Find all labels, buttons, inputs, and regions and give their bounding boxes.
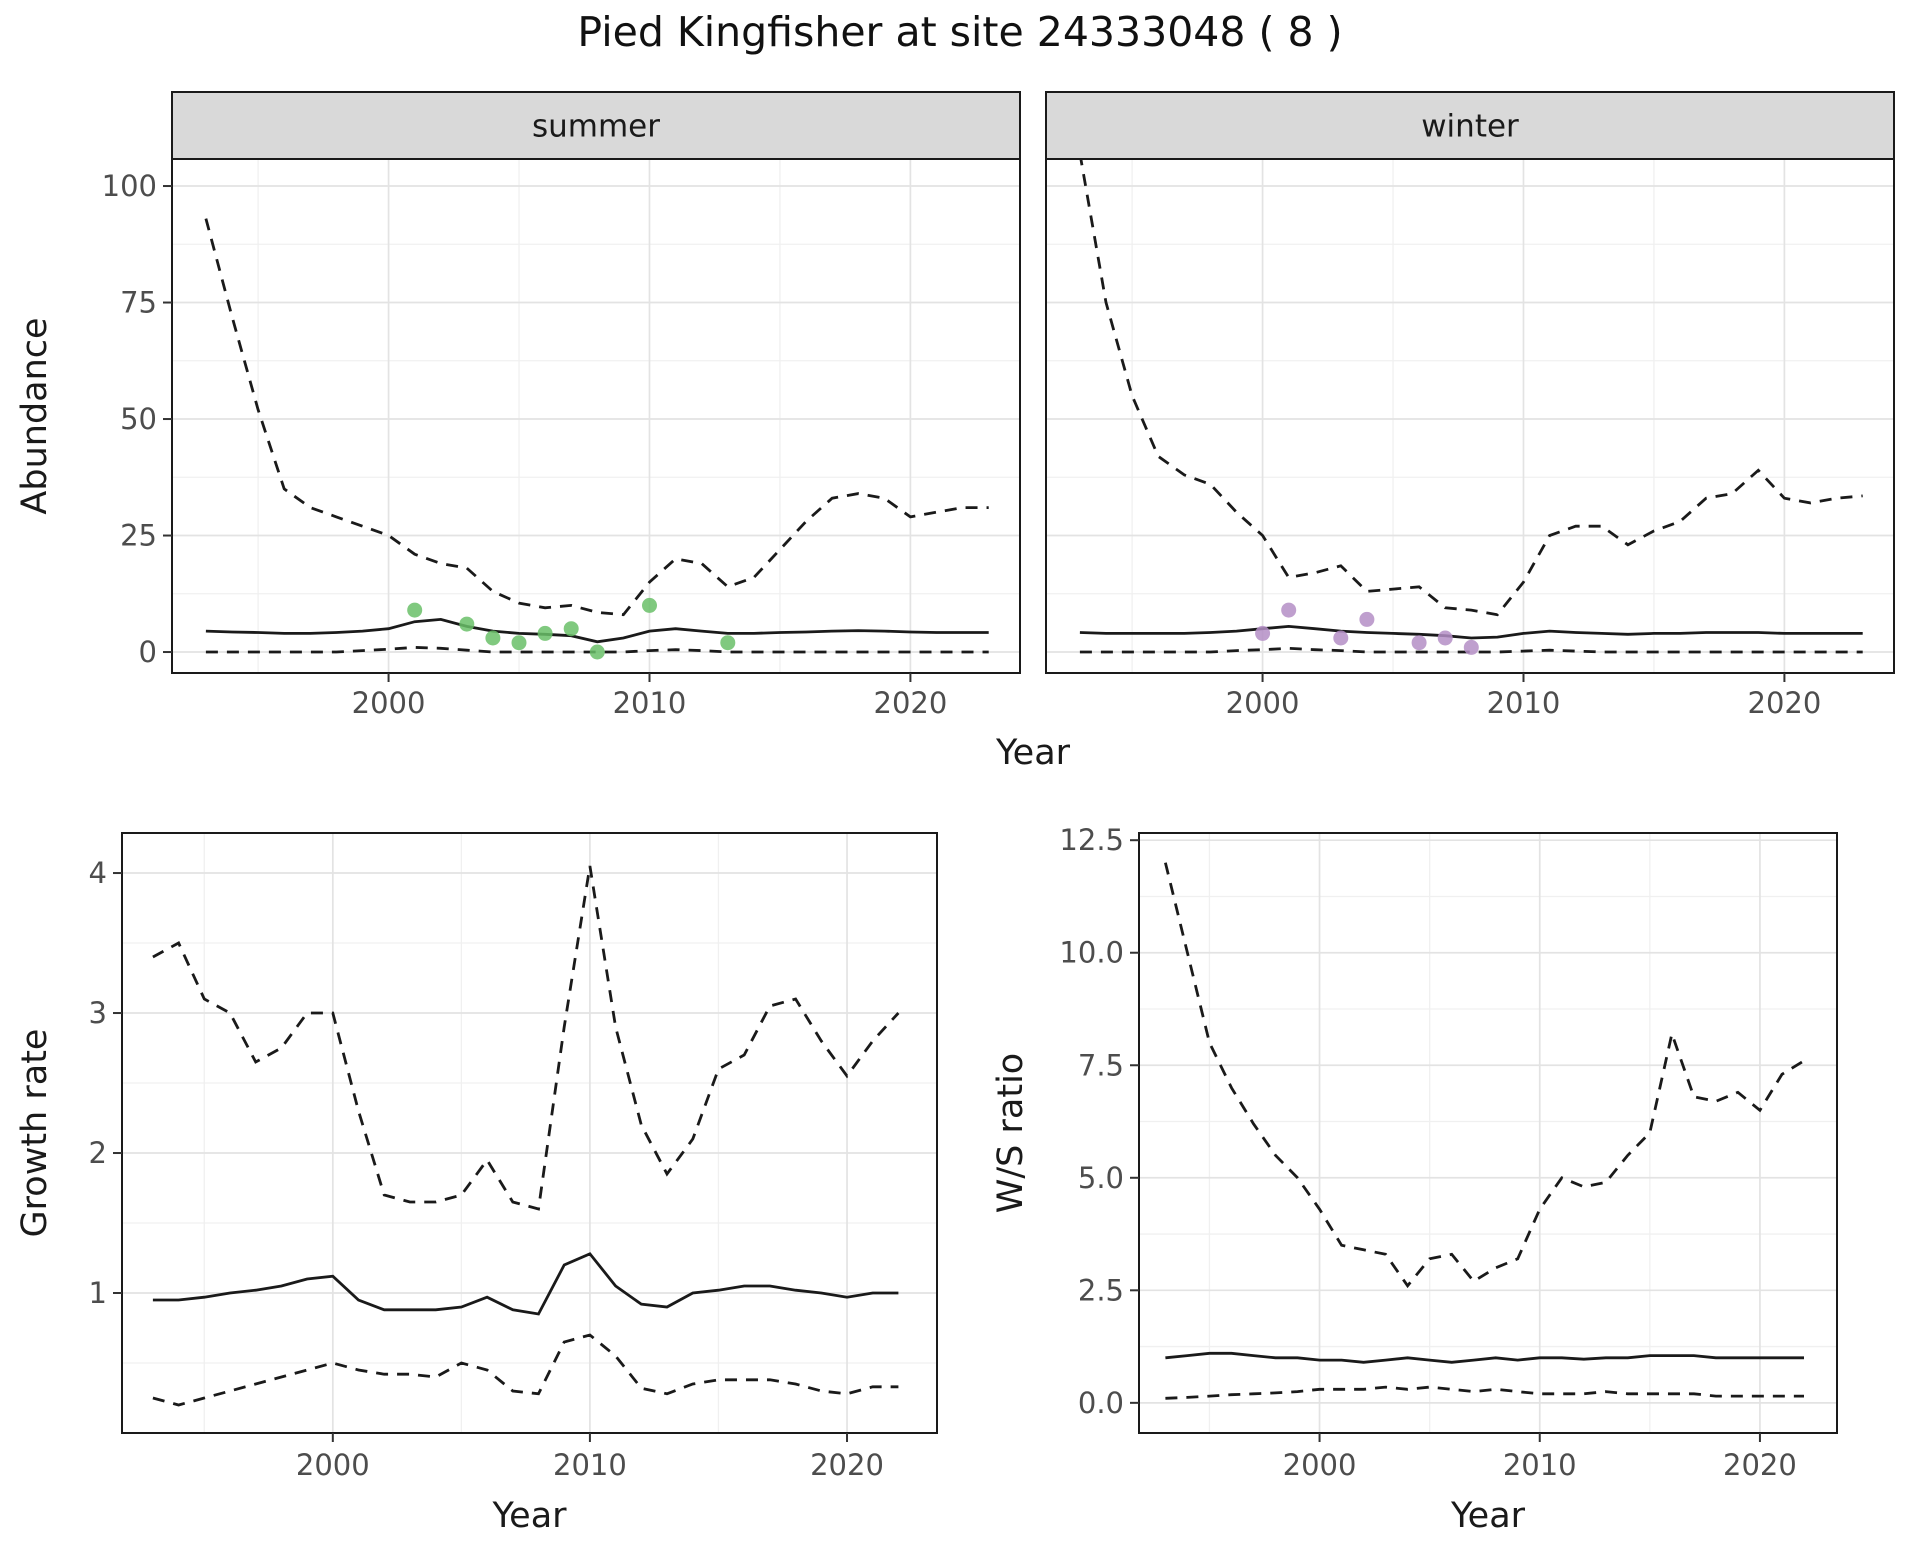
y-axis-title: Growth rate xyxy=(15,1029,55,1238)
median-line xyxy=(152,1252,899,1316)
x-tick-label: 2000 xyxy=(1226,686,1300,720)
x-axis-title: Year xyxy=(995,733,1071,773)
series-group xyxy=(204,218,989,660)
x-tick-label: 2010 xyxy=(1503,1448,1577,1482)
series-group xyxy=(1164,862,1805,1400)
y-tick-label: 10.0 xyxy=(1059,936,1124,970)
y-tick-label: 5.0 xyxy=(1078,1161,1124,1195)
y-tick-label: 0 xyxy=(139,635,157,669)
y-tick-label: 100 xyxy=(102,169,157,203)
observation-point xyxy=(1255,625,1271,641)
y-tick-label: 50 xyxy=(120,402,157,436)
upper-ci-line xyxy=(204,218,989,617)
x-tick-label: 2020 xyxy=(810,1448,884,1482)
x-tick-label: 2010 xyxy=(613,686,687,720)
x-tick-label: 2000 xyxy=(352,686,426,720)
x-tick-label: 2000 xyxy=(296,1448,370,1482)
observation-point xyxy=(459,616,475,632)
observation-point xyxy=(1333,630,1349,646)
x-axis-title: Year xyxy=(491,1496,567,1536)
facet-strip xyxy=(1045,91,1895,160)
facet-strip-label: summer xyxy=(532,109,660,145)
x-tick-label: 2000 xyxy=(1283,1448,1357,1482)
observation-point xyxy=(407,602,423,618)
observation-point xyxy=(537,625,553,641)
abundance-faceted-chart: summer 2000 2010 2020 0 25 50 75 100 winter 2000 20… xyxy=(15,91,1895,773)
observation-point xyxy=(563,621,579,637)
observation-point xyxy=(1281,602,1297,618)
panel-border xyxy=(1138,832,1838,1434)
facet-strip-label: winter xyxy=(1421,109,1519,145)
x-tick-label: 2010 xyxy=(553,1448,627,1482)
y-tick-label: 7.5 xyxy=(1078,1048,1124,1082)
y-tick-label: 2.5 xyxy=(1078,1273,1124,1307)
panel-background xyxy=(122,833,937,1433)
facet-strip xyxy=(171,91,1021,160)
median-line xyxy=(205,617,989,644)
y-tick-label: 0.0 xyxy=(1078,1386,1124,1420)
series-group xyxy=(152,865,900,1407)
panel-border xyxy=(171,158,1021,674)
x-axis-title: Year xyxy=(1450,1496,1526,1536)
observation-point xyxy=(720,635,736,651)
panel-background xyxy=(1046,159,1894,673)
median-line xyxy=(1079,624,1863,640)
panel-background xyxy=(1139,833,1837,1433)
upper-ci-line xyxy=(1079,159,1863,617)
y-tick-label: 3 xyxy=(89,996,107,1030)
y-tick-label: 2 xyxy=(89,1136,107,1170)
lower-ci-line xyxy=(205,645,989,654)
y-tick-label: 1 xyxy=(89,1276,107,1310)
observation-point xyxy=(1463,639,1479,655)
y-tick-label: 25 xyxy=(120,519,157,553)
lower-ci-line xyxy=(1079,646,1863,654)
observation-point xyxy=(1411,635,1427,651)
observation-point xyxy=(642,597,657,613)
observation-point xyxy=(485,630,501,646)
y-axis-title: Abundance xyxy=(15,317,55,514)
y-tick-label: 4 xyxy=(89,856,107,890)
observation-point xyxy=(1437,630,1453,646)
lower-ci-line xyxy=(1165,1385,1804,1400)
upper-ci-line xyxy=(1164,862,1805,1289)
series-group xyxy=(1079,159,1863,655)
panel-border xyxy=(121,832,938,1434)
panel-background xyxy=(172,159,1020,673)
panel-border xyxy=(1045,158,1895,674)
growth-rate-chart: 2000 2010 2020 1 2 3 4 Year Growth rate xyxy=(15,832,938,1536)
y-axis-title: W/S ratio xyxy=(991,1053,1031,1213)
ws-ratio-chart: 2000 2010 2020 0.0 2.5 5.0 7.5 10.0 12.5 Year W/S … xyxy=(991,823,1838,1536)
x-tick-label: 2020 xyxy=(1723,1448,1797,1482)
y-tick-label: 12.5 xyxy=(1059,823,1124,857)
upper-ci-line xyxy=(152,865,900,1211)
observation-point xyxy=(1359,611,1375,627)
observation-point xyxy=(511,635,527,651)
x-tick-label: 2020 xyxy=(1748,686,1822,720)
x-tick-label: 2010 xyxy=(1487,686,1561,720)
lower-ci-line xyxy=(152,1333,899,1407)
chart-title: Pied Kingfisher at site 24333048 ( 8 ) xyxy=(577,8,1343,56)
y-tick-label: 75 xyxy=(120,286,157,320)
median-line xyxy=(1165,1351,1804,1364)
x-tick-label: 2020 xyxy=(874,686,948,720)
observation-point xyxy=(589,644,605,660)
